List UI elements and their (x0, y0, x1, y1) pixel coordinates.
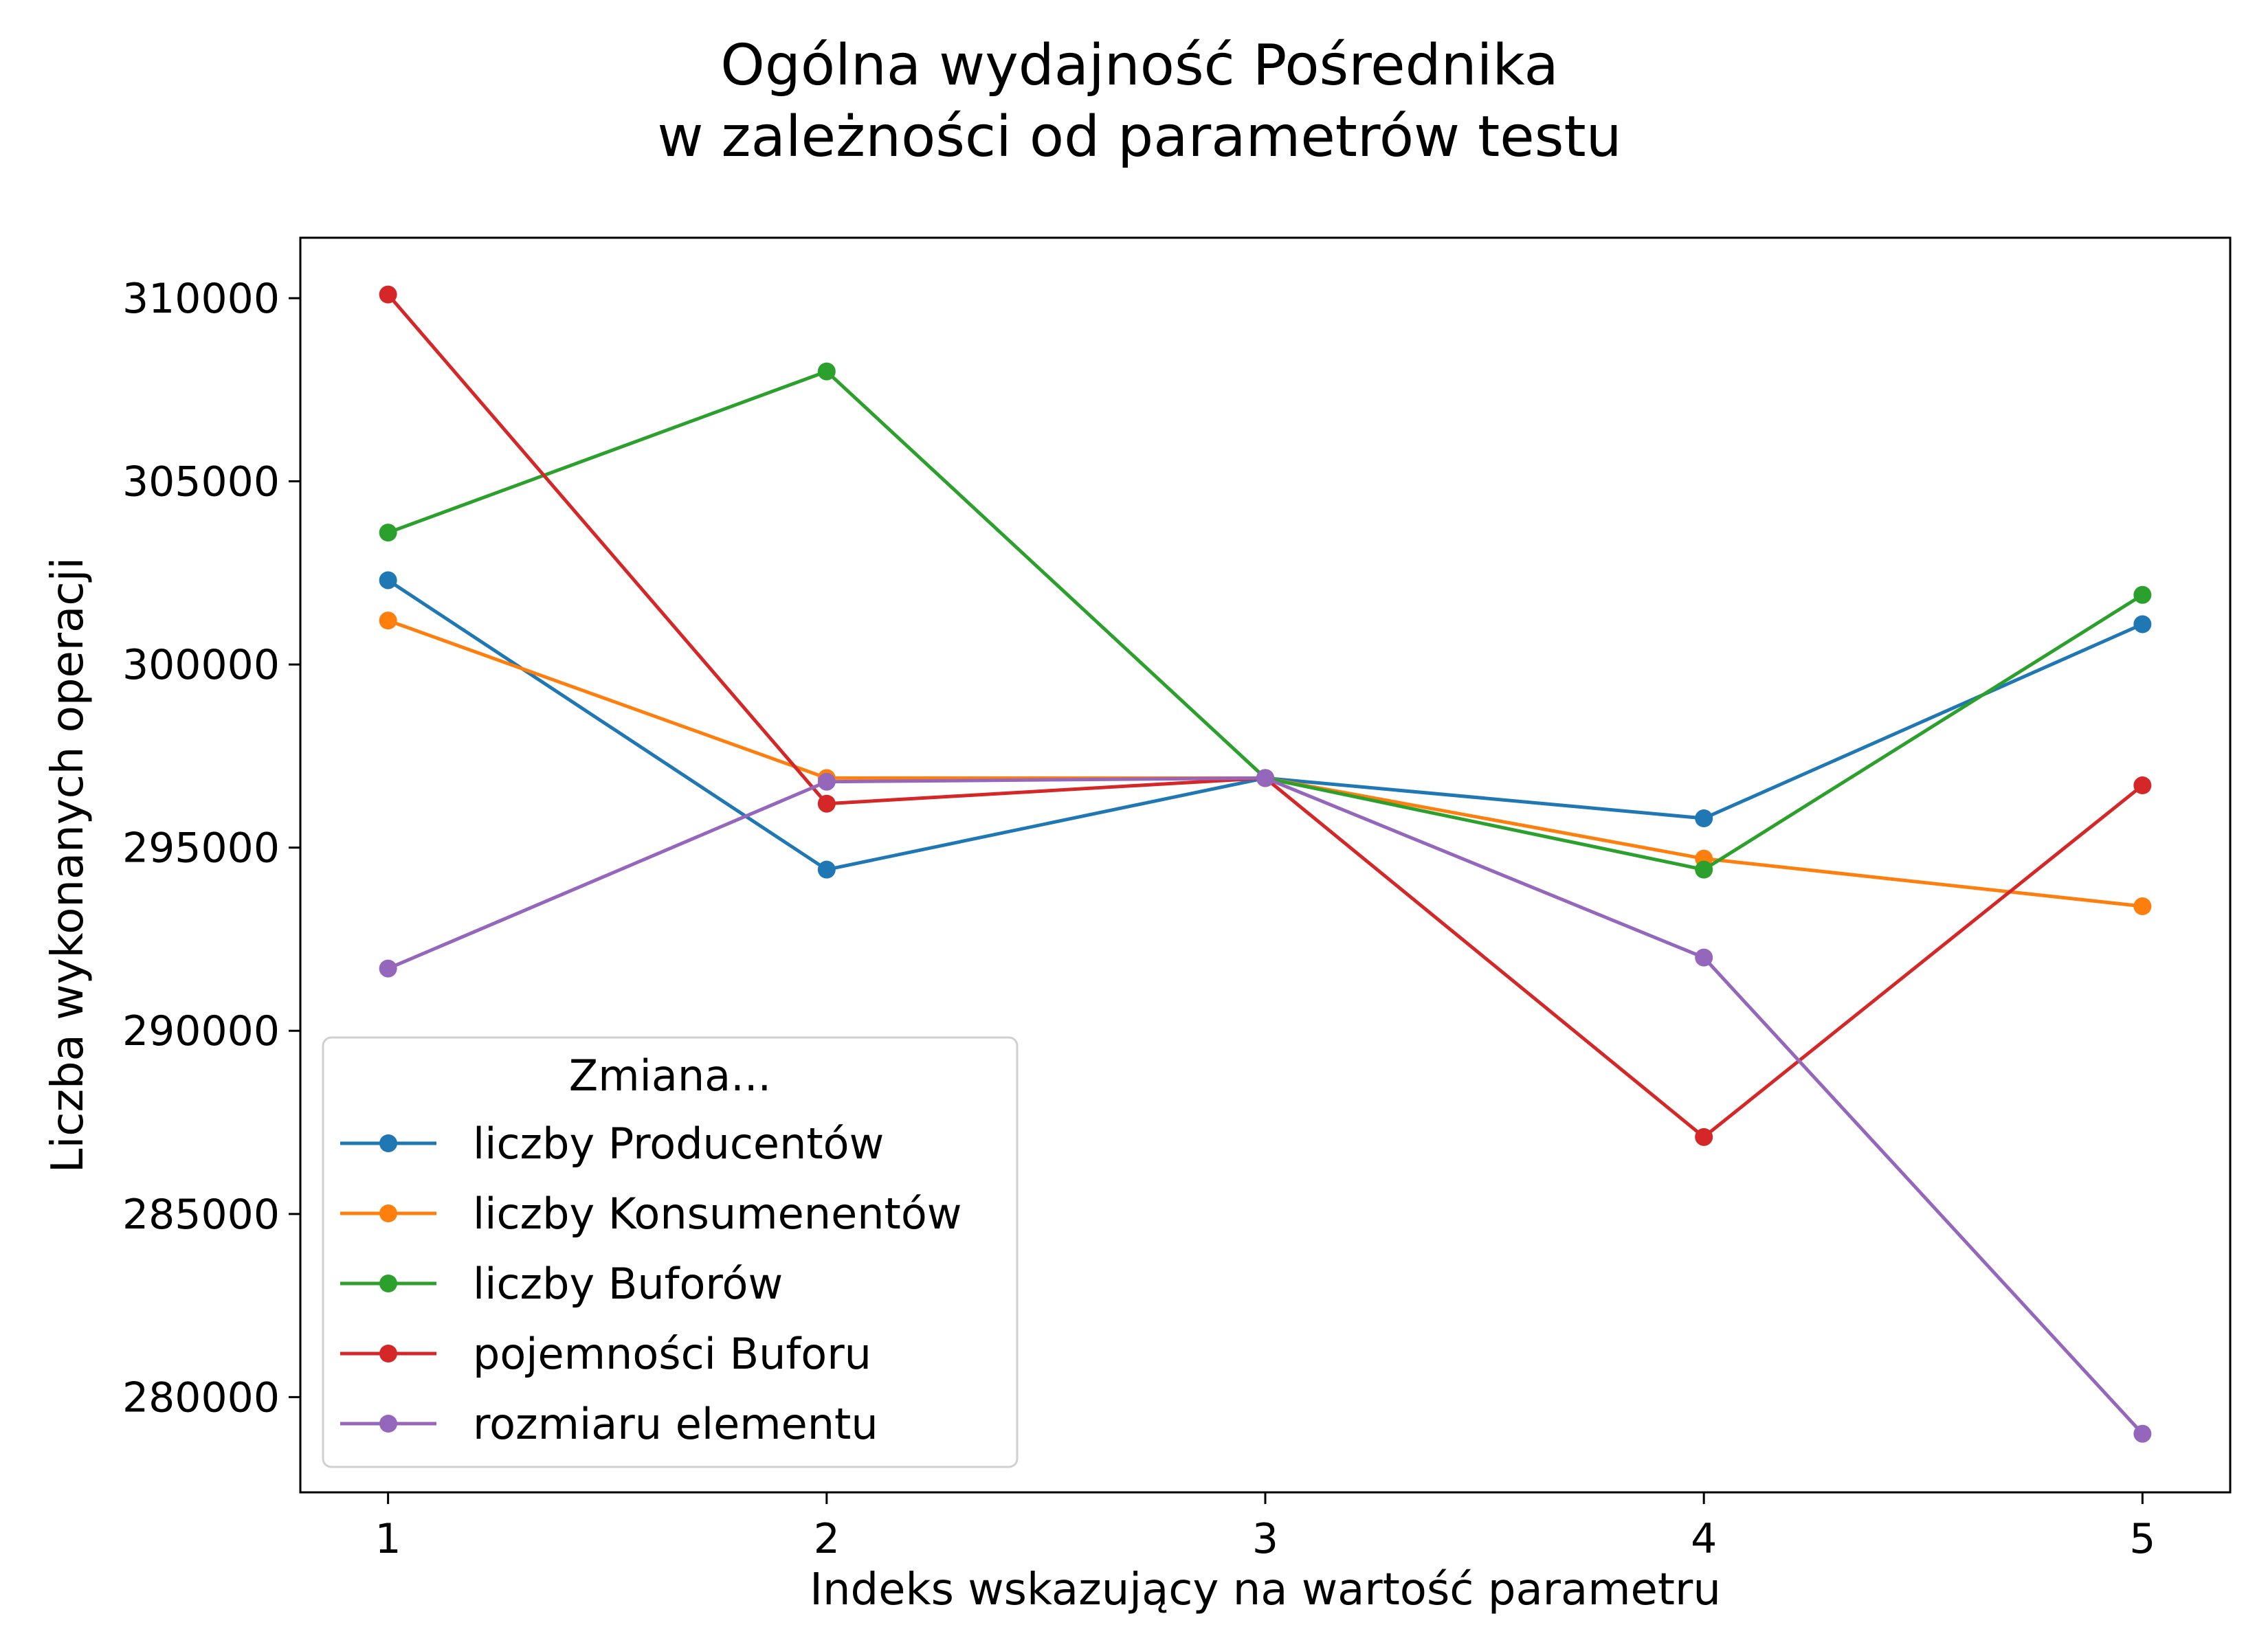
y-tick-label: 290000 (122, 1007, 280, 1055)
data-point (1695, 1128, 1713, 1146)
series-4 (379, 285, 2152, 1146)
x-tick-label: 3 (1252, 1515, 1278, 1563)
legend-item: rozmiaru elementu (340, 1399, 878, 1449)
legend-swatch-marker (379, 1134, 397, 1152)
chart-title: Ogólna wydajność Pośrednika w zależności… (657, 33, 1621, 170)
x-axis-label: Indeks wskazujący na wartość parametru (810, 1564, 1721, 1615)
chart-title-line-2: w zależności od parametrów testu (657, 104, 1621, 170)
y-tick-label: 305000 (122, 458, 280, 506)
legend: Zmiana... liczby Producentów liczby Konsu… (322, 1036, 1019, 1468)
x-tick-label: 2 (814, 1515, 840, 1563)
x-axis-ticks: 1 2 3 4 5 (375, 1492, 2155, 1563)
y-tick-label: 300000 (122, 641, 280, 689)
data-point (817, 794, 836, 813)
series-1 (379, 571, 2152, 879)
legend-swatch-marker (379, 1415, 397, 1433)
data-point (1695, 809, 1713, 828)
data-point (817, 772, 836, 791)
series-line (387, 618, 2143, 908)
data-point (2133, 585, 2152, 604)
data-point (1256, 769, 1274, 787)
series-3 (379, 362, 2152, 879)
legend-label: rozmiaru elementu (473, 1399, 878, 1449)
y-tick-label: 285000 (122, 1191, 280, 1239)
data-point (379, 571, 397, 590)
series-2 (379, 612, 2152, 915)
series-layer (379, 285, 2152, 1443)
data-point (379, 959, 397, 978)
data-point (379, 524, 397, 542)
x-tick-label: 4 (1691, 1515, 1717, 1563)
chart-title-line-1: Ogólna wydajność Pośrednika (720, 33, 1558, 98)
data-point (2133, 615, 2152, 633)
x-tick-label: 5 (2129, 1515, 2155, 1563)
y-tick-label: 295000 (122, 824, 280, 873)
legend-label: liczby Konsumenentów (473, 1189, 961, 1239)
y-tick-label: 280000 (122, 1373, 280, 1422)
legend-item: liczby Konsumenentów (340, 1189, 961, 1239)
legend-title: Zmiana... (569, 1051, 772, 1101)
data-point (817, 362, 836, 381)
data-point (379, 612, 397, 630)
legend-box (322, 1036, 1019, 1468)
legend-label: pojemności Buforu (473, 1329, 871, 1379)
data-point (2133, 776, 2152, 795)
x-tick-label: 1 (375, 1515, 401, 1563)
y-tick-label: 310000 (122, 275, 280, 323)
legend-label: liczby Buforów (473, 1259, 783, 1309)
legend-swatch-marker (379, 1204, 397, 1222)
data-point (2133, 1424, 2152, 1443)
y-axis-ticks: 280000 285000 290000 295000 300000 305000 3100… (122, 275, 300, 1422)
legend-label: liczby Producentów (473, 1119, 884, 1169)
legend-items: liczby Producentów liczby Konsumenentów li… (340, 1119, 961, 1449)
data-point (1695, 948, 1713, 967)
legend-swatch-marker (379, 1275, 397, 1292)
legend-swatch-marker (379, 1345, 397, 1362)
data-point (1695, 860, 1713, 879)
legend-item: liczby Buforów (340, 1259, 783, 1309)
series-line (387, 579, 2144, 872)
data-point (379, 285, 397, 304)
legend-item: liczby Producentów (340, 1119, 884, 1169)
legend-item: pojemności Buforu (340, 1329, 871, 1379)
data-point (817, 860, 836, 879)
series-5 (379, 769, 2152, 1443)
y-axis-label: Liczba wykonanych operacji (43, 557, 93, 1173)
series-line (387, 370, 2144, 872)
data-point (2133, 897, 2152, 915)
